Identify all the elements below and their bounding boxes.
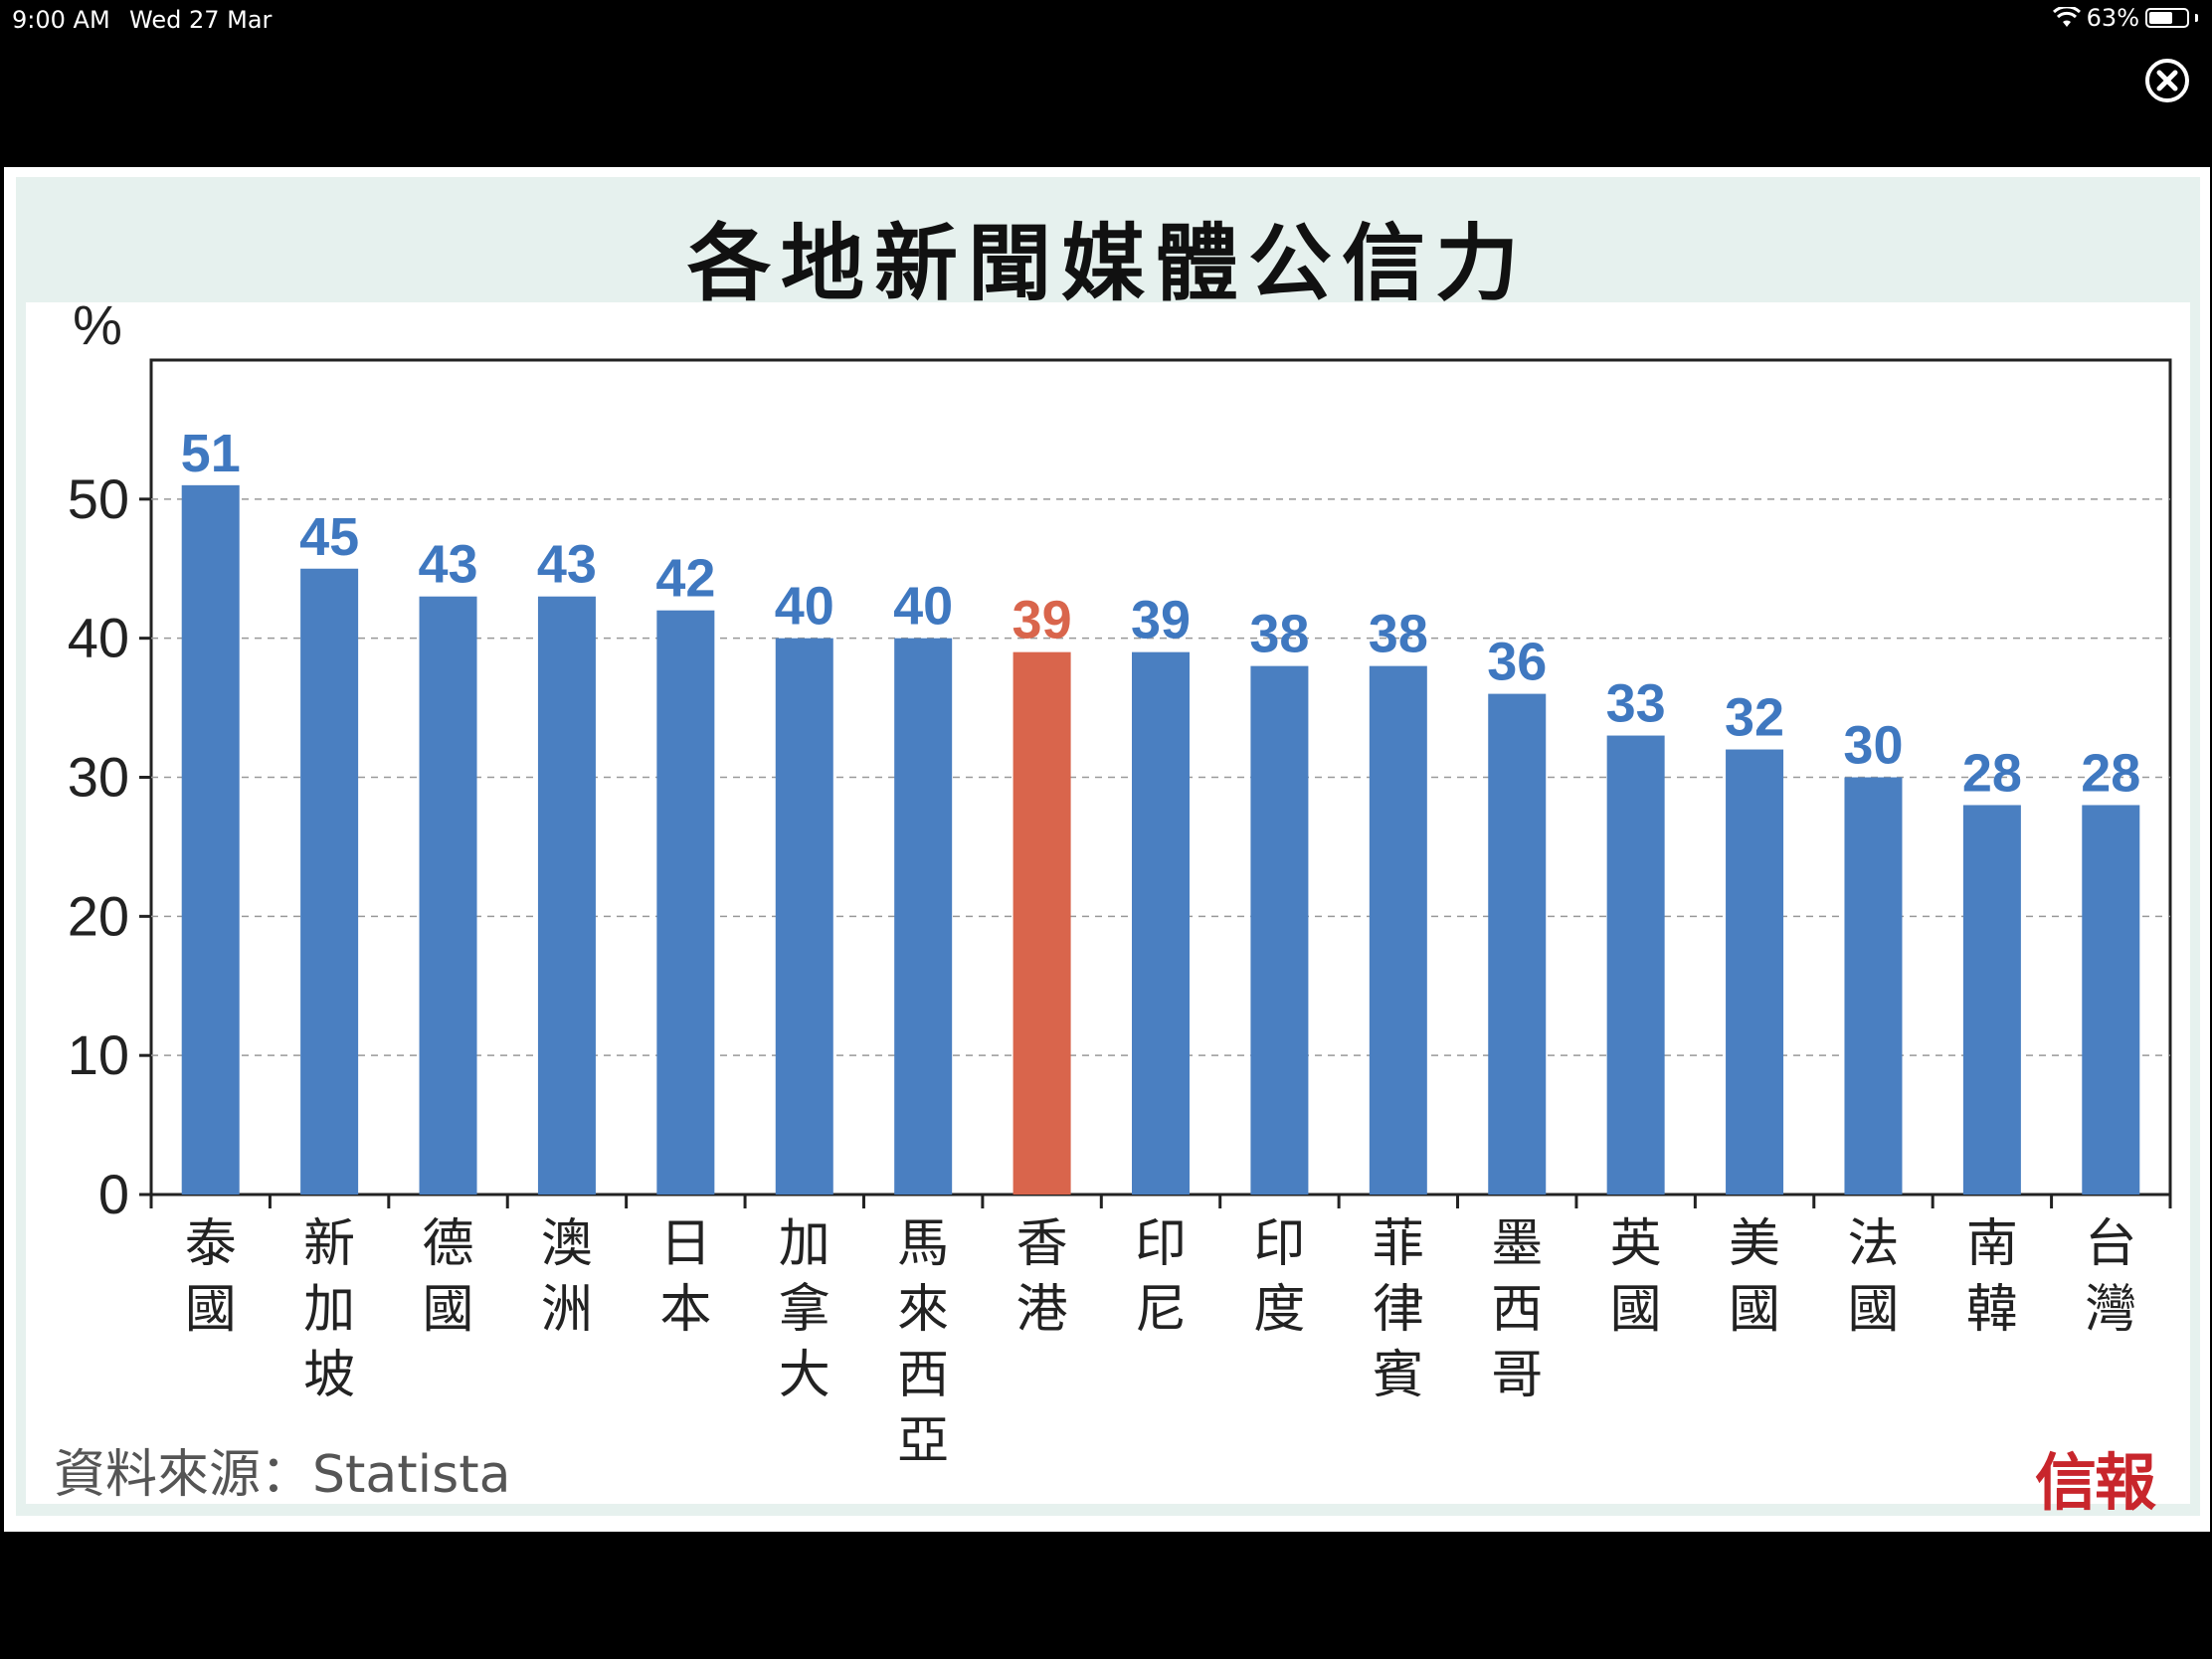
x-tick-label: 新加坡 <box>303 1214 355 1405</box>
battery-fill <box>2149 12 2172 24</box>
bar <box>2082 805 2140 1195</box>
bar-value-label: 28 <box>2081 743 2140 803</box>
x-tick-label: 泰國 <box>185 1214 237 1340</box>
x-tick-label: 德國 <box>423 1214 474 1340</box>
bar-value-label: 36 <box>1487 633 1547 692</box>
close-button[interactable] <box>2144 58 2190 103</box>
x-tick-label: 印尼 <box>1135 1214 1187 1340</box>
battery-tip <box>2195 14 2198 22</box>
x-tick-label: 菲律賓 <box>1373 1214 1424 1405</box>
bar <box>1250 665 1309 1195</box>
x-tick-label: 日本 <box>659 1214 711 1340</box>
bar <box>1844 777 1903 1195</box>
bar-value-label: 28 <box>1962 743 2022 803</box>
chart-panel: 各地新聞媒體公信力 0 10 20 30 40 50% 51 泰國 45 新加坡 43 德國 43 澳洲 4… <box>16 177 2200 1519</box>
x-tick-label: 印度 <box>1253 1214 1305 1340</box>
y-axis-label: % <box>73 293 122 356</box>
status-indicators: 63% <box>2052 4 2198 32</box>
x-tick-label: 墨西哥 <box>1491 1214 1543 1405</box>
wifi-icon <box>2052 7 2081 27</box>
bar <box>775 638 833 1195</box>
bar <box>1488 693 1547 1195</box>
bar-value-label: 40 <box>893 577 953 637</box>
x-tick-label: 法國 <box>1847 1214 1899 1340</box>
x-tick-label: 加拿大 <box>779 1214 830 1405</box>
bar <box>181 484 240 1196</box>
bar <box>894 638 953 1195</box>
bar-value-label: 30 <box>1843 716 1903 776</box>
bar <box>537 596 596 1195</box>
bar <box>656 610 715 1195</box>
y-tick-label: 30 <box>68 746 129 809</box>
bar <box>1962 805 2021 1195</box>
status-time: 9:00 AM <box>12 6 110 34</box>
battery-percent: 63% <box>2086 4 2139 32</box>
x-tick-label: 台灣 <box>2085 1214 2136 1340</box>
publisher-logo: 信報 <box>2035 1446 2156 1519</box>
y-tick-label: 10 <box>68 1023 129 1086</box>
bar-value-label: 38 <box>1249 605 1309 664</box>
bar-value-label: 43 <box>418 535 477 595</box>
bar <box>1132 651 1190 1195</box>
bar-value-label: 40 <box>775 577 834 637</box>
battery-icon <box>2145 8 2189 28</box>
bar-value-label: 42 <box>655 549 715 609</box>
bar-value-label: 32 <box>1725 688 1784 748</box>
y-tick-label: 40 <box>68 607 129 669</box>
x-tick-label: 英國 <box>1610 1214 1662 1340</box>
bar-value-label: 33 <box>1606 674 1666 734</box>
bar-value-label: 39 <box>1131 591 1191 650</box>
y-tick-label: 20 <box>68 884 129 947</box>
x-tick-label: 澳洲 <box>541 1214 593 1340</box>
x-tick-label: 美國 <box>1729 1214 1780 1340</box>
bar-value-label: 43 <box>537 535 597 595</box>
bar <box>1726 749 1784 1195</box>
bar <box>419 596 477 1195</box>
bar-chart: 0 10 20 30 40 50% 51 泰國 45 新加坡 43 德國 43 澳洲 42 日本 40 加拿大 40… <box>68 293 2172 1471</box>
x-tick-label: 香港 <box>1016 1214 1068 1340</box>
close-circle-icon <box>2145 59 2189 102</box>
bar <box>1369 665 1427 1195</box>
y-tick-label: 0 <box>98 1163 129 1225</box>
chart-title: 各地新聞媒體公信力 <box>686 215 1529 312</box>
bar-value-label: 38 <box>1369 605 1428 664</box>
bar-value-label: 45 <box>299 507 359 567</box>
chart-image: 各地新聞媒體公信力 0 10 20 30 40 50% 51 泰國 45 新加坡 43 德國 43 澳洲 4… <box>4 167 2210 1532</box>
source-note: 資料來源：Statista <box>54 1445 511 1505</box>
status-bar: 9:00 AM Wed 27 Mar 63% <box>0 0 2212 40</box>
bar <box>1013 651 1071 1195</box>
bar <box>300 568 359 1195</box>
plot-background <box>26 302 2190 1504</box>
status-date: Wed 27 Mar <box>129 6 273 34</box>
bar-value-label: 39 <box>1013 591 1072 650</box>
bar <box>1606 735 1665 1195</box>
bar-value-label: 51 <box>181 424 241 483</box>
x-tick-label: 馬來西亞 <box>897 1214 949 1471</box>
y-tick-label: 50 <box>68 467 129 530</box>
x-tick-label: 南韓 <box>1966 1214 2018 1340</box>
